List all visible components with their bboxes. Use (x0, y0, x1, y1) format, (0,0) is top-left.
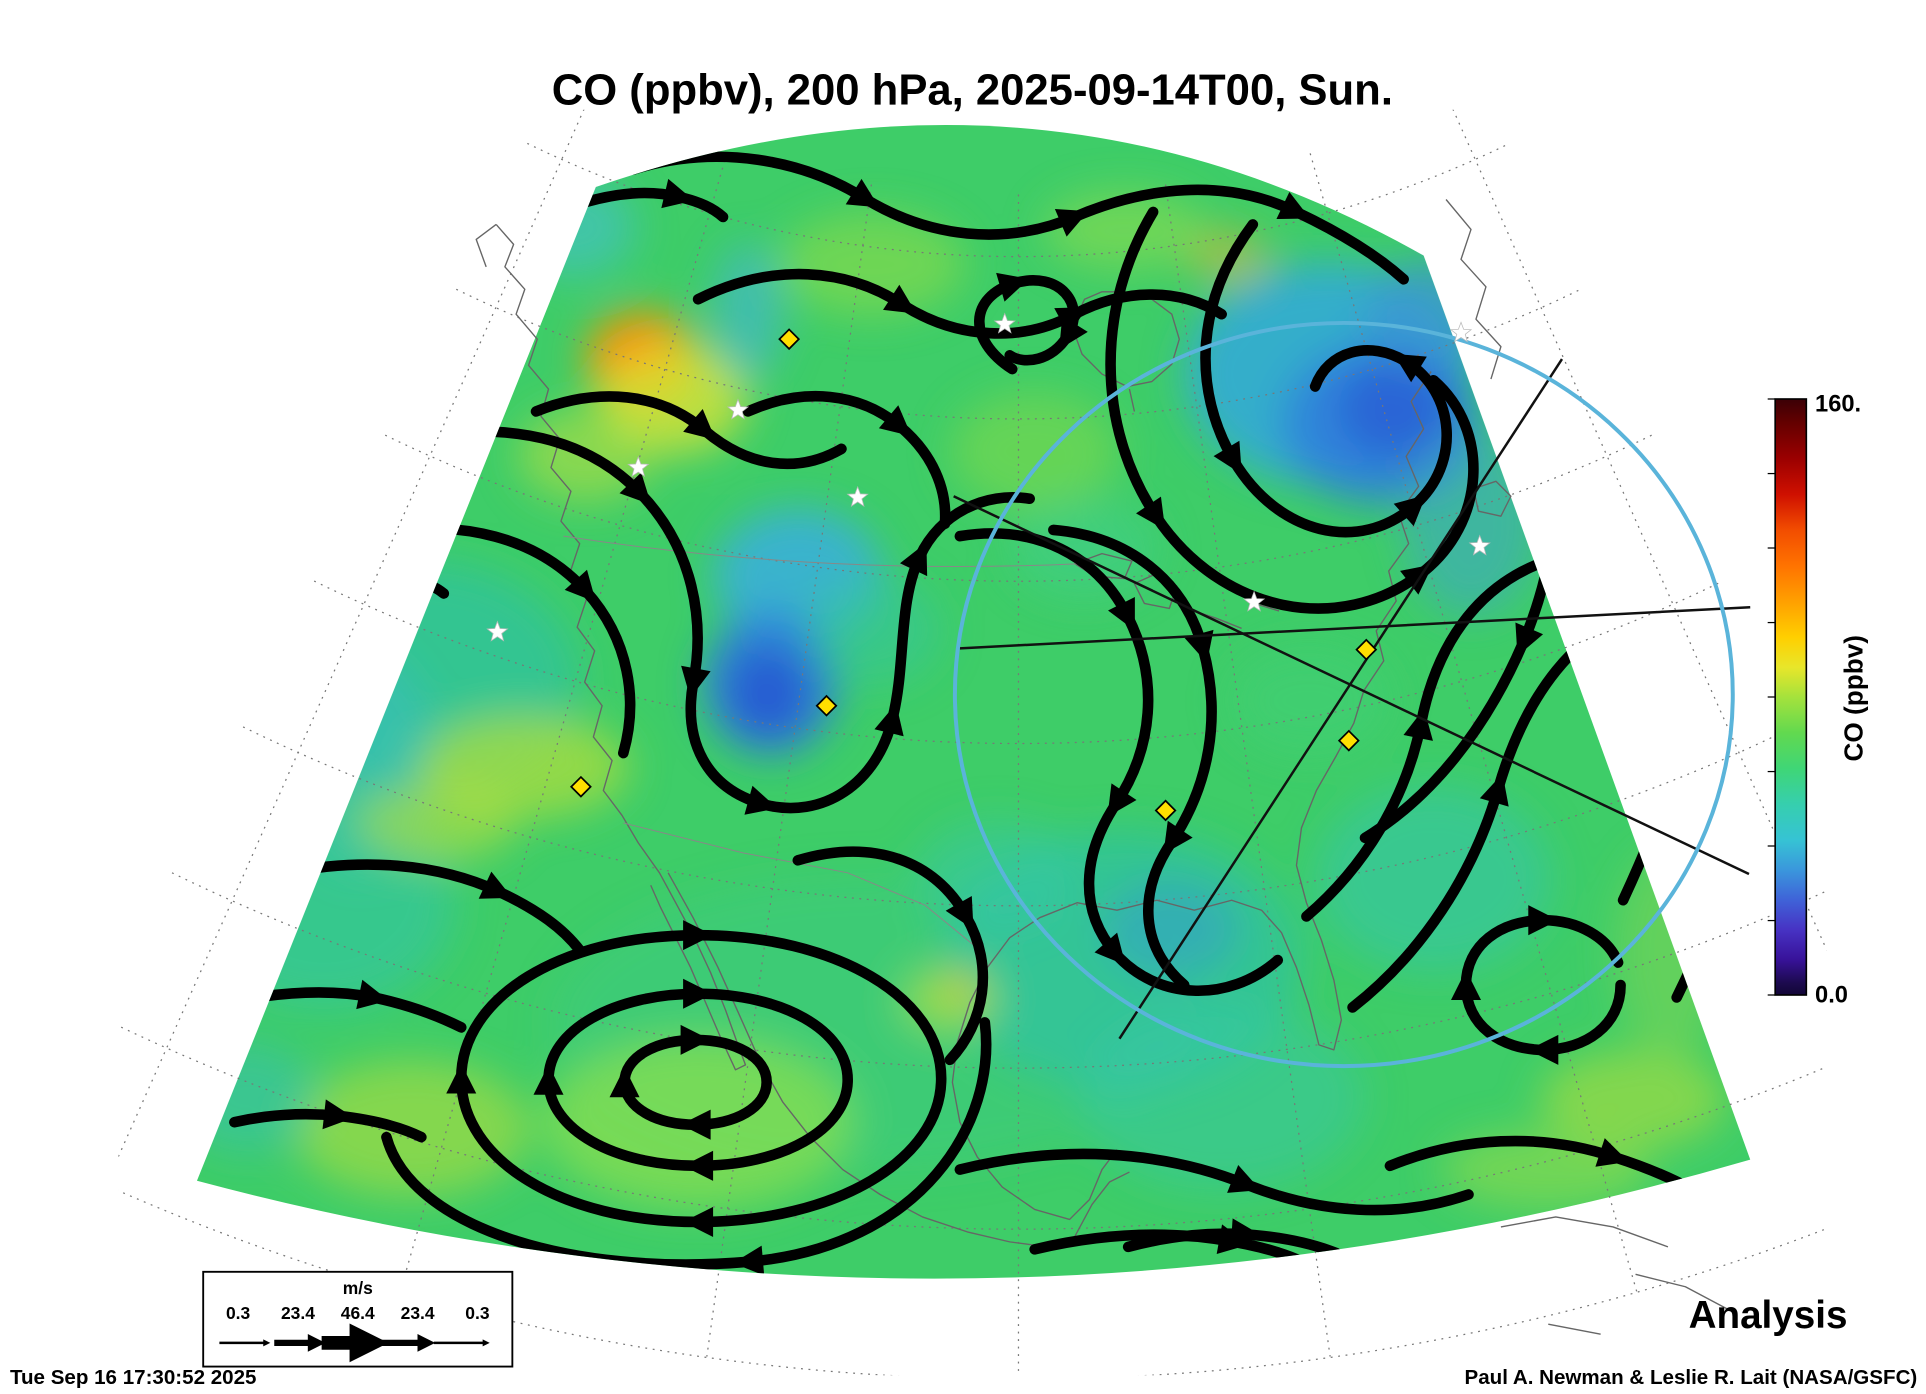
overlay-line (1118, 358, 1564, 1040)
co-field (196, 124, 1751, 1279)
diamond-marker (778, 328, 801, 351)
diamond-marker (1355, 638, 1378, 661)
star-marker (846, 485, 869, 507)
footer-timestamp: Tue Sep 16 17:30:52 2025 (10, 1366, 257, 1389)
colorbar-axis-label: CO (ppbv) (1838, 635, 1868, 761)
star-marker (1242, 590, 1266, 612)
star-marker (726, 398, 750, 420)
diamond-marker (569, 775, 592, 798)
wind-legend-value: 0.3 (465, 1303, 490, 1323)
colorbar-max-label: 160. (1815, 391, 1861, 417)
plot-title: CO (ppbv), 200 hPa, 2025-09-14T00, Sun. (552, 67, 1393, 115)
star-marker (627, 455, 650, 478)
colorbar-gradient (1775, 398, 1807, 996)
star-marker (993, 312, 1016, 334)
colorbar-ticks (1767, 398, 1776, 996)
star-marker (486, 620, 509, 642)
star-marker (1468, 534, 1491, 556)
colorbar: 160. 0.0 CO (ppbv) (1767, 391, 1868, 1008)
colorbar-min-label: 0.0 (1815, 982, 1848, 1008)
wind-legend-value: 23.4 (281, 1303, 315, 1323)
wind-legend-units: m/s (343, 1278, 373, 1298)
overlay-line (953, 495, 1750, 876)
diamond-markers (569, 328, 1378, 822)
overlay-circle (952, 320, 1735, 1069)
wind-speed-legend: m/s 0.3 23.4 46.4 23.4 0.3 (202, 1270, 514, 1368)
analysis-label: Analysis (1689, 1294, 1848, 1337)
footer-credit: Paul A. Newman & Leslie R. Lait (NASA/GS… (1464, 1366, 1917, 1389)
overlay-line (959, 605, 1751, 650)
diamond-marker (1337, 729, 1360, 752)
wind-legend-value: 0.3 (226, 1303, 251, 1323)
diamond-marker (815, 694, 838, 717)
star-markers (486, 312, 1491, 642)
diamond-marker (1154, 799, 1177, 822)
overlay-lines (953, 358, 1751, 1040)
star-marker (1449, 321, 1473, 343)
wind-legend-value: 46.4 (341, 1303, 375, 1323)
wind-legend-value: 23.4 (401, 1303, 435, 1323)
